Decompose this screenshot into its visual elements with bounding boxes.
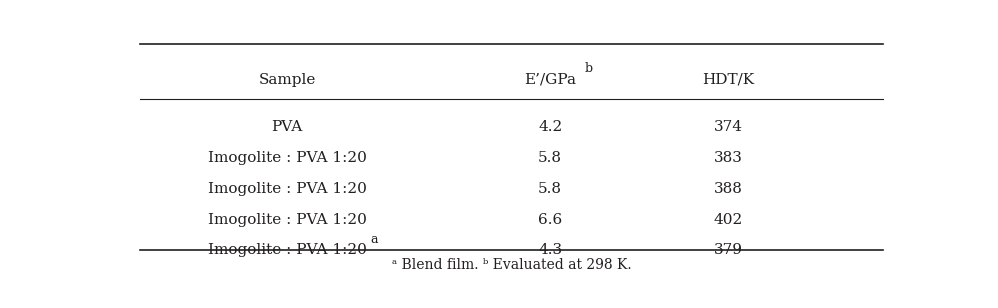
Text: b: b [585, 62, 593, 75]
Text: 383: 383 [714, 151, 743, 165]
Text: a: a [370, 233, 377, 245]
Text: 6.6: 6.6 [538, 213, 562, 227]
Text: Sample: Sample [258, 73, 315, 87]
Text: Imogolite : PVA 1:20: Imogolite : PVA 1:20 [208, 213, 366, 227]
Text: E’/GPa: E’/GPa [524, 73, 576, 87]
Text: 5.8: 5.8 [538, 182, 562, 196]
Text: PVA: PVA [271, 120, 302, 134]
Text: Imogolite : PVA 1:20: Imogolite : PVA 1:20 [208, 151, 366, 165]
Text: 5.8: 5.8 [538, 151, 562, 165]
Text: 374: 374 [714, 120, 743, 134]
Text: ᵃ Blend film. ᵇ Evaluated at 298 K.: ᵃ Blend film. ᵇ Evaluated at 298 K. [391, 257, 632, 272]
Text: 4.3: 4.3 [538, 243, 562, 257]
Text: 388: 388 [714, 182, 743, 196]
Text: Imogolite : PVA 1:20: Imogolite : PVA 1:20 [208, 182, 366, 196]
Text: Imogolite : PVA 1:20: Imogolite : PVA 1:20 [208, 243, 366, 257]
Text: HDT/K: HDT/K [702, 73, 754, 87]
Text: 402: 402 [714, 213, 743, 227]
Text: 4.2: 4.2 [538, 120, 562, 134]
Text: 379: 379 [714, 243, 743, 257]
